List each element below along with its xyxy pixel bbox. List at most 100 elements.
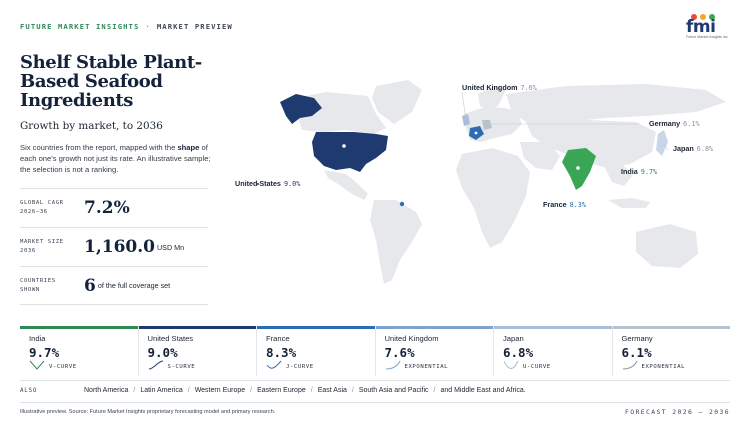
world-map: United Kingdom 7.6% Germany 6.1% Japan 6.8%… [226, 72, 746, 312]
card-japan[interactable]: Japan 6.8% U-CURVE [493, 326, 612, 376]
also-separator: / [351, 387, 354, 394]
card-united-states[interactable]: United States 9.0% S-CURVE [137, 326, 256, 376]
card-accent-bar [257, 326, 375, 329]
also-separator: / [187, 387, 190, 394]
region-link[interactable]: Western Europe [194, 387, 246, 394]
fmi-logo[interactable]: fmi Future Market Insights Inc. [686, 14, 730, 39]
map-label-rate: 6.8% [696, 145, 714, 153]
land-africa [456, 148, 530, 248]
map-label-rate: 6.1% [683, 120, 700, 128]
logo-dots [691, 14, 730, 20]
map-label-india[interactable]: India 9.7% [621, 167, 657, 176]
card-country: India [29, 334, 46, 343]
map-label-country: India [621, 167, 638, 176]
description-emphasis: shape [177, 143, 200, 152]
marker-united-states [342, 144, 346, 148]
land-japan [656, 130, 668, 156]
card-accent-bar [494, 326, 612, 329]
stat-countries-shown: COUNTRIES SHOWN 6 of the full coverage s… [20, 266, 208, 305]
map-label-france[interactable]: France 8.3% [543, 200, 586, 209]
stat-unit: USD Mn [156, 242, 185, 252]
region-link[interactable]: and Middle East and Africa. [440, 387, 526, 394]
j-curve-path [266, 360, 282, 369]
logo-dot [700, 14, 706, 20]
logo-tagline: Future Market Insights Inc. [686, 35, 729, 39]
card-country: France [266, 334, 290, 343]
stat-value: 6 [84, 275, 96, 296]
region-link[interactable]: South Asia and Pacific [358, 387, 429, 394]
stat-market-size: MARKET SIZE 2036 1,160.0 USD Mn [20, 227, 208, 266]
stat-label: GLOBAL CAGR 2026–36 [20, 200, 64, 215]
s-curve-path [148, 360, 163, 370]
divider [20, 380, 730, 381]
land-united-states [312, 132, 388, 172]
page-title: Shelf Stable Plant-Based Seafood Ingredi… [20, 52, 202, 111]
map-label-united-kingdom[interactable]: United Kingdom 7.6% [462, 83, 537, 92]
map-label-rate: 8.3% [569, 201, 586, 209]
section-label: MARKET PREVIEW [156, 22, 233, 31]
land-greenland [372, 80, 422, 124]
card-france[interactable]: France 8.3% J-CURVE [256, 326, 375, 376]
map-label-country: United Kingdom [462, 83, 518, 92]
region-link[interactable]: North America [84, 387, 129, 394]
region-link[interactable]: Latin America [140, 387, 183, 394]
map-label-country: Germany [649, 119, 681, 128]
card-accent-bar [20, 326, 138, 329]
also-separator: / [133, 387, 136, 394]
top-bar: FUTURE MARKET INSIGHTS · MARKET PREVIEW [20, 22, 233, 31]
u-curve-path [503, 360, 519, 369]
card-rate: 9.0% [147, 345, 178, 360]
map-label-germany[interactable]: Germany 6.1% [649, 119, 700, 128]
map-label-rate: 9.0% [283, 180, 301, 188]
card-rate: 7.6% [384, 345, 415, 360]
card-shape: U-CURVE [523, 364, 551, 370]
map-label-country: France [543, 200, 567, 209]
description-text-end: of each one's growth not just its rate. … [20, 143, 211, 174]
also-separator: / [250, 387, 253, 394]
stat-unit: of the full coverage set [97, 281, 171, 290]
card-country: Germany [621, 334, 653, 343]
stat-value: 7.2% [84, 198, 130, 218]
land-australia [636, 224, 698, 268]
card-shape: EXPONENTIAL [641, 364, 686, 370]
land-germany [482, 120, 492, 130]
land-alaska [280, 94, 322, 124]
map-label-united-states[interactable]: United States 9.0% [235, 179, 300, 188]
exponential-curve-path [385, 360, 400, 370]
map-label-country: Japan [673, 144, 694, 153]
page-subtitle: Growth by market, to 2036 [20, 120, 163, 132]
exponential-curve-icon [622, 360, 637, 370]
region-link[interactable]: East Asia [317, 387, 347, 394]
marker-pacific [257, 183, 259, 185]
land-asia [526, 120, 656, 168]
map-label-country: United States [235, 179, 281, 188]
card-shape: J-CURVE [286, 364, 314, 370]
stat-value: 1,160.0 [84, 237, 155, 257]
stats-panel: GLOBAL CAGR 2026–36 7.2% MARKET SIZE 203… [20, 188, 208, 305]
card-germany[interactable]: Germany 6.1% EXPONENTIAL [611, 326, 730, 376]
forecast-period: FORECAST 2026 – 2036 [625, 408, 730, 416]
map-label-japan[interactable]: Japan 6.8% [673, 144, 713, 153]
also-separator: / [433, 387, 436, 394]
also-label: ALSO [20, 387, 38, 394]
card-india[interactable]: India 9.7% V-CURVE [20, 326, 138, 376]
card-shape: S-CURVE [167, 364, 196, 370]
header-separator: · [145, 22, 151, 31]
card-rate: 8.3% [266, 345, 297, 360]
leader-uk [461, 91, 467, 121]
brand-name[interactable]: FUTURE MARKET INSIGHTS [20, 22, 140, 31]
card-country: United Kingdom [384, 334, 439, 343]
also-regions: ALSO North America / Latin America / Weste… [20, 387, 730, 394]
source-note: Illustrative preview. Source: Future Mar… [20, 409, 276, 415]
s-curve-icon [148, 360, 163, 370]
card-accent-bar [138, 326, 256, 329]
card-accent-bar [612, 326, 730, 329]
land-south-america [370, 200, 422, 284]
card-accent-bar [375, 326, 493, 329]
card-country: United States [147, 334, 194, 343]
land-se-asia [604, 164, 632, 186]
country-cards: India 9.7% V-CURVE United States 9.0% S-… [20, 326, 730, 376]
region-link[interactable]: Eastern Europe [257, 387, 306, 394]
map-label-rate: 7.6% [520, 84, 537, 92]
card-united-kingdom[interactable]: United Kingdom 7.6% EXPONENTIAL [374, 326, 493, 376]
